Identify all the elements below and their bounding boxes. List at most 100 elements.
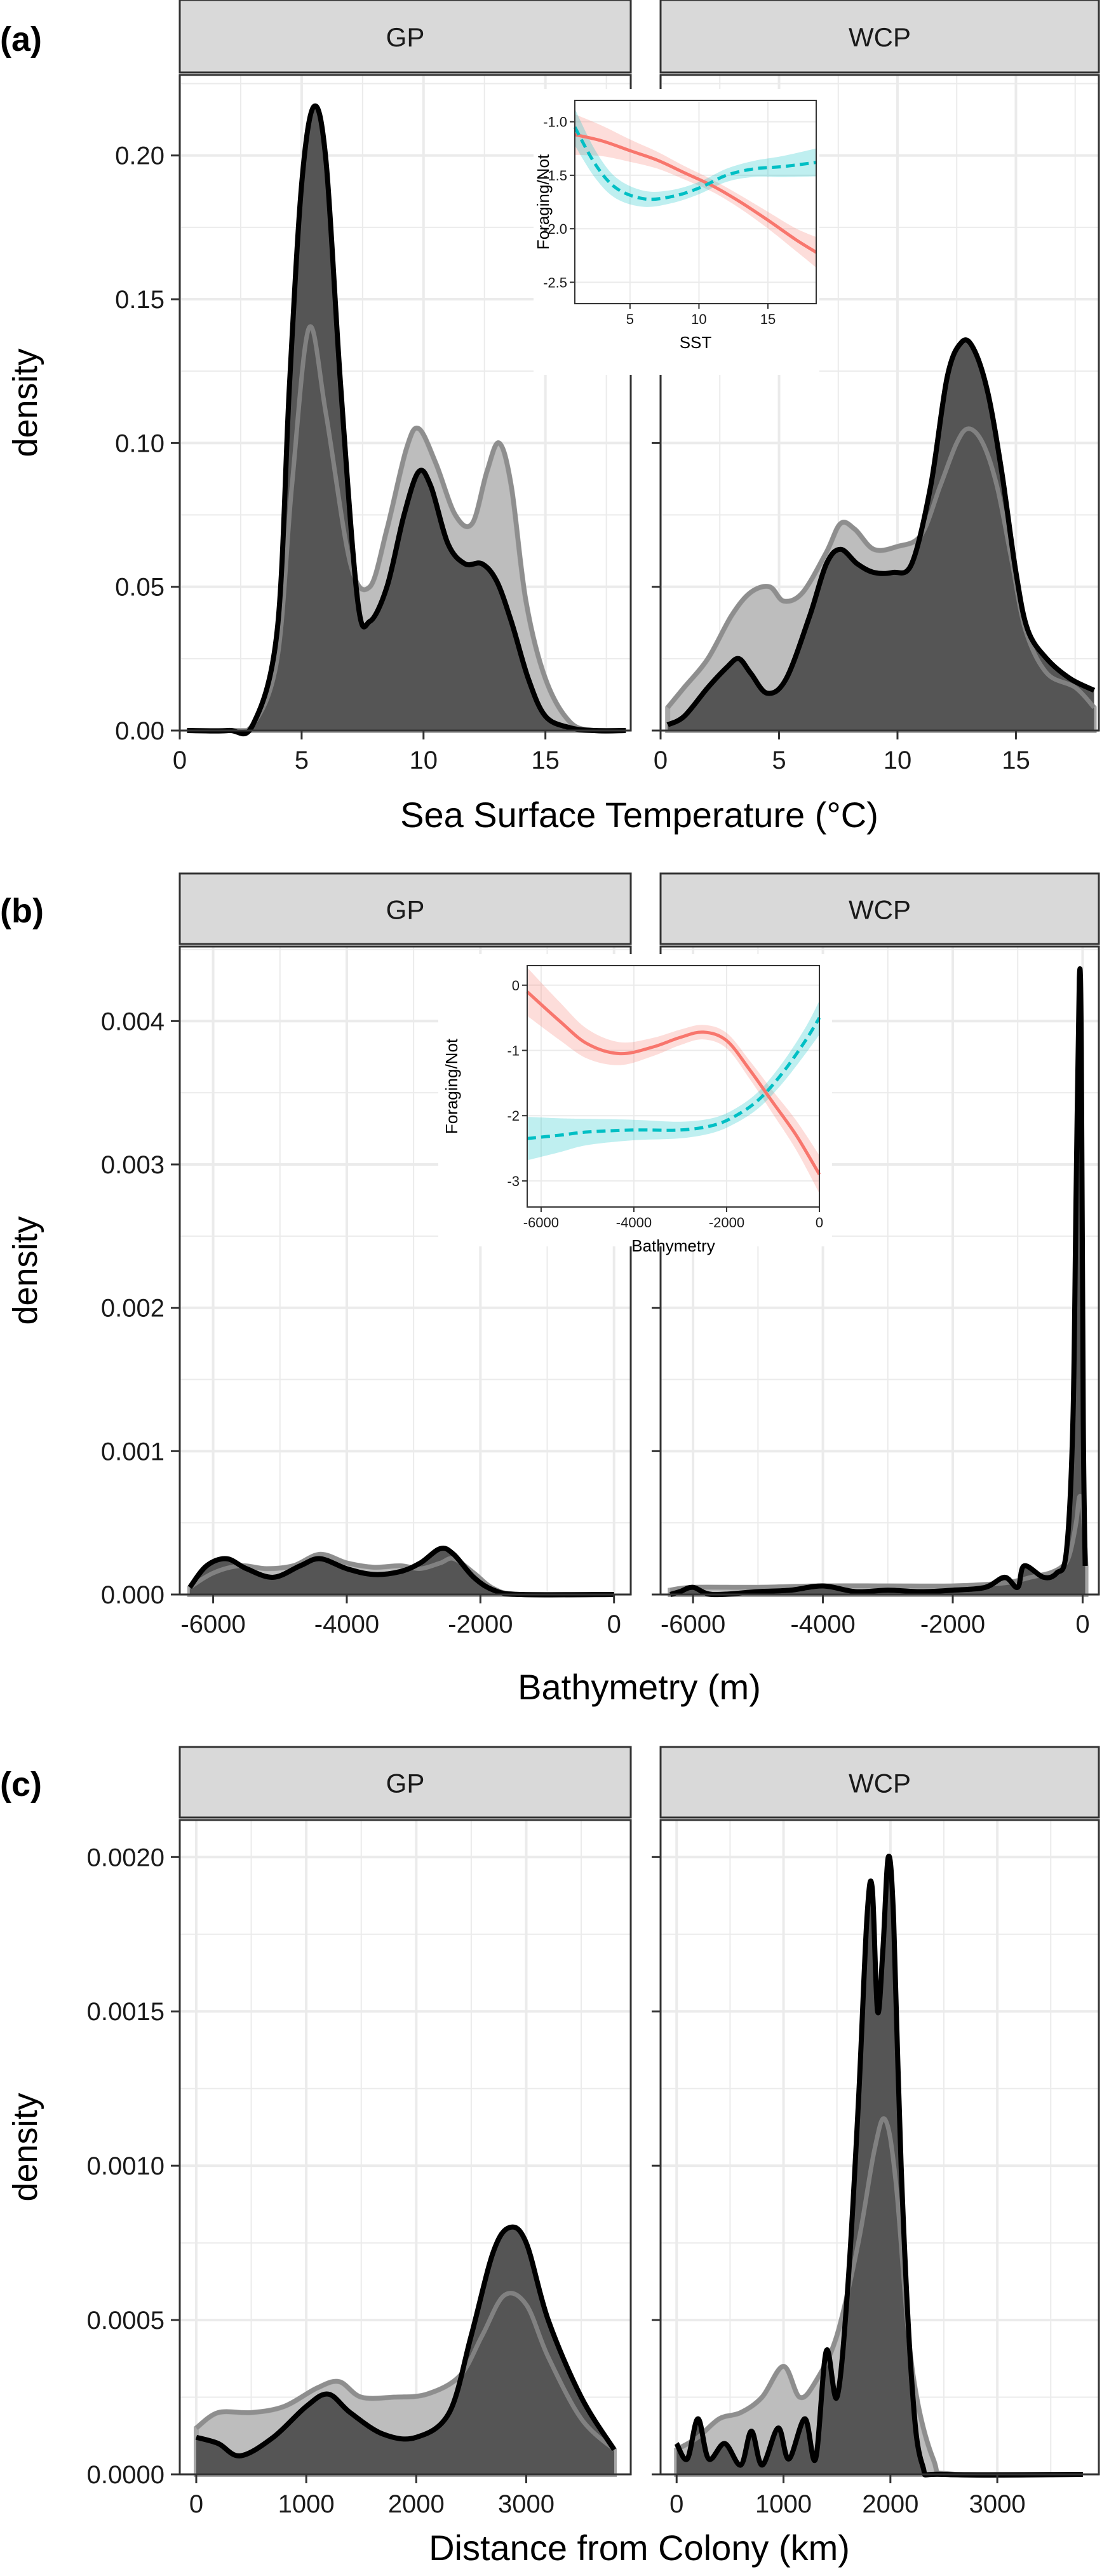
inset-line-solid xyxy=(526,990,821,1175)
y-tick-label: 0.0020 xyxy=(87,1844,165,1871)
panel-border xyxy=(659,1819,1100,2476)
x-tick-label: 15 xyxy=(531,746,560,774)
density-line-light xyxy=(194,2291,616,2451)
x-tick-label: 0 xyxy=(669,2490,683,2518)
y-tick-label: 0.001 xyxy=(101,1438,165,1466)
inset-ribbon-dashed xyxy=(575,109,816,207)
x-tick-label: 10 xyxy=(884,746,912,774)
inset-y-title: Foraging/Not xyxy=(442,1038,461,1134)
density-line-light xyxy=(669,1494,1089,1593)
x-tick-label: 3000 xyxy=(969,2490,1026,2518)
x-axis-title: Bathymetry (m) xyxy=(518,1667,761,1707)
facet-strip xyxy=(178,872,632,945)
x-tick-label: -6000 xyxy=(180,1610,245,1638)
inset-line-dashed xyxy=(527,1016,821,1140)
inset-y-tick-label: -3 xyxy=(507,1173,520,1189)
facet-gp: GP 0 1000 2000 3000 0.0000 0.0005 0.0010 0.0015 0… xyxy=(87,1746,632,2518)
inset-y-tick-label: -2.5 xyxy=(543,274,567,290)
density-panel: (c) density Distance from Colony (km) GP 0 10… xyxy=(0,1746,1100,2568)
y-tick-label: 0.00 xyxy=(115,717,165,745)
facet-strip xyxy=(178,0,632,74)
inset-y-tick-label: -2.0 xyxy=(543,221,567,237)
inset-y-tick-label: -1.0 xyxy=(543,114,567,130)
density-line-light xyxy=(675,2116,1083,2478)
x-tick-label: 2000 xyxy=(862,2490,918,2518)
x-tick-label: 1000 xyxy=(755,2490,812,2518)
inset-border xyxy=(527,965,820,1208)
inset-ribbon-dashed xyxy=(527,1001,819,1161)
y-tick-label: 0.000 xyxy=(101,1581,165,1609)
inset-plot: 5 10 15 -1.0 -1.5 -2.0 -2.5 SST Foraging/Not xyxy=(534,89,819,375)
inset-x-title: SST xyxy=(680,333,712,352)
facet-strip xyxy=(659,1746,1100,1819)
y-tick-label: 0.0005 xyxy=(87,2307,165,2335)
panel-border xyxy=(659,945,1100,1596)
panel-border xyxy=(178,1819,632,2476)
y-tick-label: 0.002 xyxy=(101,1295,165,1323)
x-tick-label: 0 xyxy=(654,746,668,774)
inset-x-title: Bathymetry xyxy=(631,1236,715,1255)
density-line-dark xyxy=(195,2224,617,2458)
y-axis-title: density xyxy=(6,1216,44,1325)
x-tick-label: 0 xyxy=(607,1610,621,1638)
density-line-dark xyxy=(187,103,626,737)
facet-strip-label: WCP xyxy=(849,22,911,52)
x-tick-label: 0 xyxy=(173,746,187,774)
density-line-dark xyxy=(666,337,1096,727)
panel-border xyxy=(659,74,1100,732)
panel-border xyxy=(178,945,632,1596)
inset-line-dashed xyxy=(573,126,817,201)
inset-y-title: Foraging/Not xyxy=(534,154,553,250)
panel-border xyxy=(178,74,632,732)
facet-strip-label: WCP xyxy=(849,895,911,925)
x-tick-label: -4000 xyxy=(314,1610,379,1638)
x-tick-label: 1000 xyxy=(278,2490,335,2518)
x-tick-label: 5 xyxy=(772,746,786,774)
y-tick-label: 0.10 xyxy=(115,429,165,457)
y-tick-label: 0.004 xyxy=(101,1008,165,1035)
x-tick-label: -6000 xyxy=(661,1610,725,1638)
inset-x-tick-label: -4000 xyxy=(616,1215,652,1231)
x-tick-label: -2000 xyxy=(448,1610,513,1638)
facet-strip xyxy=(659,872,1100,945)
x-tick-label: 3000 xyxy=(498,2490,555,2518)
inset-x-tick-label: 5 xyxy=(626,311,634,327)
inset-border xyxy=(574,100,817,304)
inset-x-tick-label: 10 xyxy=(691,311,706,327)
y-tick-label: 0.05 xyxy=(115,574,165,602)
y-tick-label: 0.0010 xyxy=(87,2152,165,2180)
inset-line-solid xyxy=(574,133,817,254)
density-area-dark xyxy=(668,340,1094,731)
facet-strip xyxy=(178,1746,632,1819)
density-line-dark xyxy=(187,1546,614,1598)
density-line-dark xyxy=(669,966,1088,1598)
facet-gp: GP 0 5 10 15 0.00 0.05 0.10 0.15 0.20 xyxy=(115,0,632,774)
density-area-dark xyxy=(676,1856,1083,2476)
inset-plot: -6000 -4000 -2000 0 0 -1 -2 -3 Bathymetry Foragin… xyxy=(438,954,832,1255)
inset-y-tick-label: -2 xyxy=(507,1108,520,1124)
y-tick-label: 0.003 xyxy=(101,1151,165,1179)
x-tick-label: -4000 xyxy=(790,1610,855,1638)
y-tick-label: 0.15 xyxy=(115,286,165,314)
inset-x-tick-label: 0 xyxy=(816,1215,823,1231)
facet-strip xyxy=(659,0,1100,74)
x-tick-label: 10 xyxy=(410,746,438,774)
inset-x-tick-label: -2000 xyxy=(709,1215,744,1231)
x-tick-label: 5 xyxy=(295,746,309,774)
density-line-light xyxy=(187,324,626,734)
panel-label: (b) xyxy=(0,892,44,930)
inset-background xyxy=(438,954,832,1246)
density-panel: (a) density Sea Surface Temperature (°C) GP… xyxy=(0,0,1100,835)
x-tick-label: 2000 xyxy=(388,2490,445,2518)
y-tick-label: 0.20 xyxy=(115,142,165,170)
inset-x-tick-label: -6000 xyxy=(523,1215,559,1231)
y-tick-label: 0.0000 xyxy=(87,2461,165,2489)
inset-ribbon-solid xyxy=(527,968,819,1194)
x-tick-label: 15 xyxy=(1002,746,1030,774)
x-tick-label: 0 xyxy=(1075,1610,1089,1638)
facet-strip-label: GP xyxy=(386,22,425,52)
density-line-dark xyxy=(674,1853,1083,2478)
x-axis-title: Sea Surface Temperature (°C) xyxy=(400,795,878,835)
